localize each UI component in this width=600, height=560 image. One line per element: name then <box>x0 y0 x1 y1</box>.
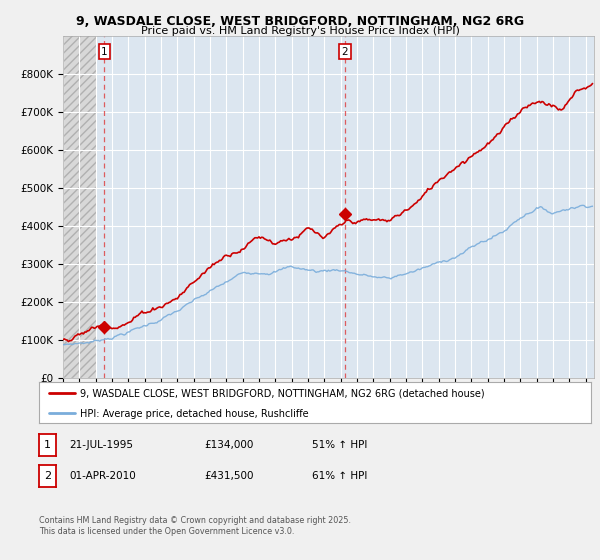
Text: 1: 1 <box>44 440 51 450</box>
Text: 21-JUL-1995: 21-JUL-1995 <box>69 440 133 450</box>
Text: 2: 2 <box>44 471 51 481</box>
Text: 1: 1 <box>101 47 108 57</box>
Text: This data is licensed under the Open Government Licence v3.0.: This data is licensed under the Open Gov… <box>39 528 295 536</box>
Text: £431,500: £431,500 <box>204 471 254 481</box>
Text: 51% ↑ HPI: 51% ↑ HPI <box>312 440 367 450</box>
Text: 01-APR-2010: 01-APR-2010 <box>69 471 136 481</box>
Text: Contains HM Land Registry data © Crown copyright and database right 2025.: Contains HM Land Registry data © Crown c… <box>39 516 351 525</box>
Text: £134,000: £134,000 <box>204 440 253 450</box>
Text: Price paid vs. HM Land Registry's House Price Index (HPI): Price paid vs. HM Land Registry's House … <box>140 26 460 36</box>
Text: HPI: Average price, detached house, Rushcliffe: HPI: Average price, detached house, Rush… <box>80 409 309 418</box>
Text: 9, WASDALE CLOSE, WEST BRIDGFORD, NOTTINGHAM, NG2 6RG: 9, WASDALE CLOSE, WEST BRIDGFORD, NOTTIN… <box>76 15 524 27</box>
Text: 9, WASDALE CLOSE, WEST BRIDGFORD, NOTTINGHAM, NG2 6RG (detached house): 9, WASDALE CLOSE, WEST BRIDGFORD, NOTTIN… <box>80 389 485 398</box>
Text: 61% ↑ HPI: 61% ↑ HPI <box>312 471 367 481</box>
Text: 2: 2 <box>341 47 348 57</box>
